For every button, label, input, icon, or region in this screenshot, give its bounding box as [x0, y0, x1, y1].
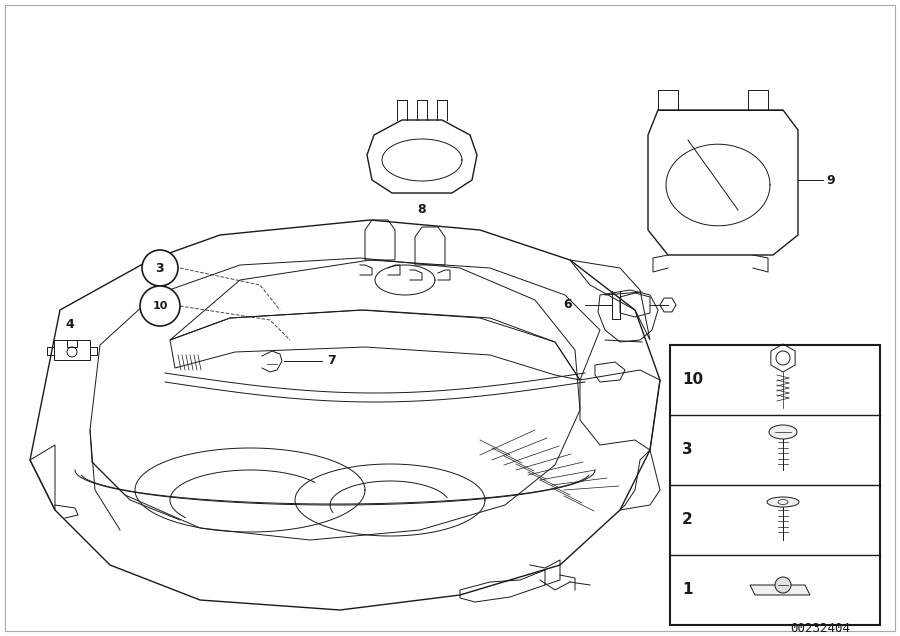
Text: 5: 5 — [736, 366, 745, 378]
Polygon shape — [648, 110, 798, 255]
Text: 00232404: 00232404 — [790, 622, 850, 635]
Text: 2: 2 — [682, 513, 693, 527]
Circle shape — [142, 250, 178, 286]
Text: 4: 4 — [66, 318, 75, 331]
Circle shape — [140, 286, 180, 326]
Ellipse shape — [767, 497, 799, 507]
Text: 6: 6 — [563, 298, 572, 312]
Bar — [670, 345, 880, 625]
Text: 8: 8 — [418, 203, 427, 216]
Text: 10: 10 — [682, 373, 703, 387]
Text: 1: 1 — [682, 583, 692, 597]
Text: 3: 3 — [682, 443, 693, 457]
Text: 7: 7 — [327, 354, 336, 368]
Text: 10: 10 — [152, 301, 167, 311]
Text: 9: 9 — [826, 174, 834, 186]
Circle shape — [775, 577, 791, 593]
Text: 3: 3 — [156, 261, 165, 275]
Polygon shape — [750, 585, 810, 595]
Ellipse shape — [769, 425, 797, 439]
